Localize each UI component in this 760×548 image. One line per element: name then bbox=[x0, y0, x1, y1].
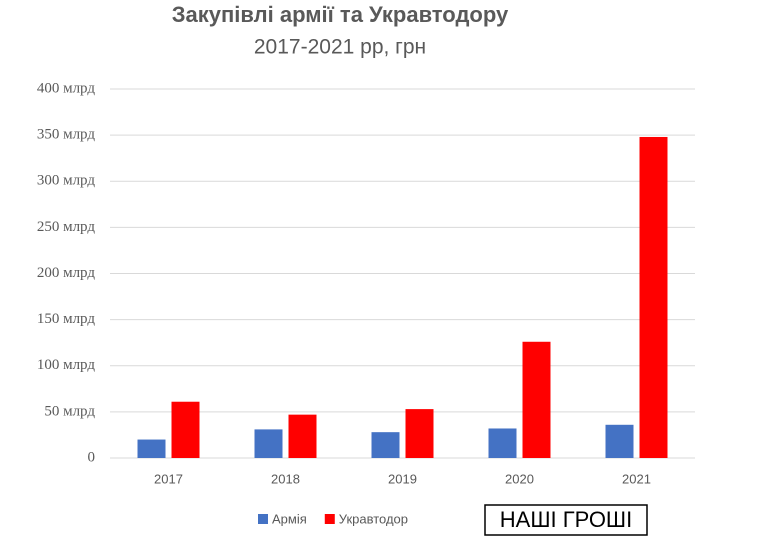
y-tick-label: 50 млрд bbox=[44, 403, 95, 419]
y-tick-label: 250 млрд bbox=[37, 219, 96, 235]
x-tick-label: 2021 bbox=[622, 471, 651, 486]
x-tick-label: 2017 bbox=[154, 471, 183, 486]
legend-label: Армія bbox=[272, 511, 307, 526]
bar bbox=[405, 409, 434, 458]
bar bbox=[171, 401, 200, 458]
chart-subtitle: 2017-2021 рр, грн bbox=[254, 36, 426, 59]
bar bbox=[522, 341, 551, 458]
chart-title: Закупівлі армії та Укравтодору bbox=[172, 2, 509, 27]
x-tick-label: 2019 bbox=[388, 471, 417, 486]
bar bbox=[488, 428, 517, 458]
x-tick-label: 2020 bbox=[505, 471, 534, 486]
y-tick-label: 200 млрд bbox=[37, 265, 96, 281]
bar bbox=[137, 439, 166, 458]
bar bbox=[288, 414, 317, 458]
legend-swatch bbox=[258, 514, 268, 524]
x-tick-label: 2018 bbox=[271, 471, 300, 486]
bar bbox=[254, 429, 283, 458]
legend-label: Укравтодор bbox=[339, 511, 408, 526]
watermark-box bbox=[484, 504, 648, 536]
y-tick-label: 300 млрд bbox=[37, 173, 96, 189]
y-tick-label: 350 млрд bbox=[37, 127, 96, 143]
bar bbox=[639, 136, 668, 458]
legend-swatch bbox=[324, 514, 335, 524]
y-tick-label: 0 bbox=[88, 449, 96, 465]
bar bbox=[605, 424, 634, 458]
y-tick-label: 400 млрд bbox=[37, 80, 96, 96]
bar bbox=[371, 432, 400, 458]
y-tick-label: 150 млрд bbox=[37, 311, 96, 327]
y-tick-label: 100 млрд bbox=[37, 357, 96, 373]
watermark: НАШІ ГРОШІ bbox=[500, 507, 632, 532]
